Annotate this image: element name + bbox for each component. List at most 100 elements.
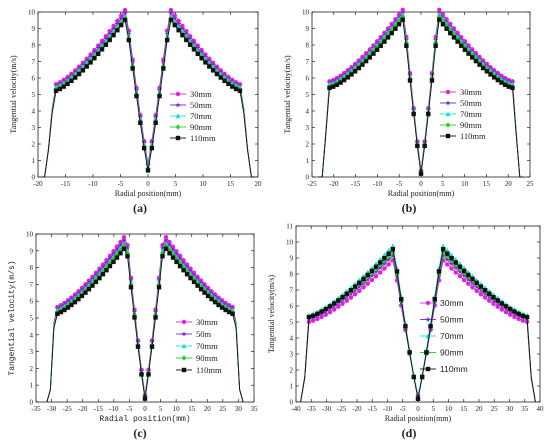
data-point <box>110 251 117 257</box>
data-point <box>390 243 396 249</box>
x-tick-label: 15 <box>483 180 491 188</box>
legend-entry: 70mm <box>420 331 464 341</box>
data-point <box>122 7 128 13</box>
x-tick-label: -30 <box>322 405 332 413</box>
x-tick-label: 35 <box>251 405 259 413</box>
data-point <box>357 288 362 294</box>
data-point <box>344 291 349 296</box>
data-point <box>134 93 139 99</box>
data-point <box>188 275 193 281</box>
legend-entry: 110mm <box>176 365 222 375</box>
x-tick-label: 5 <box>174 180 178 188</box>
y-tick-label: 1 <box>30 382 34 390</box>
data-point <box>429 78 435 83</box>
data-point <box>400 7 405 13</box>
y-tick-label: 6 <box>30 298 34 306</box>
legend-entry: 50mm <box>420 315 464 325</box>
data-point <box>352 292 358 297</box>
data-point <box>122 10 128 16</box>
series-line <box>40 18 256 178</box>
data-point <box>237 88 243 93</box>
data-point <box>96 51 101 57</box>
data-point <box>491 294 496 300</box>
data-point <box>499 307 505 312</box>
data-point <box>361 276 366 282</box>
data-point <box>319 314 324 320</box>
data-point <box>172 22 178 28</box>
data-point <box>484 69 490 74</box>
x-tick-label: -25 <box>337 405 347 413</box>
series-110mm <box>300 247 536 403</box>
data-point <box>142 396 148 401</box>
data-point <box>104 267 109 273</box>
data-point <box>470 285 475 290</box>
data-point <box>65 305 71 310</box>
data-point <box>202 290 207 295</box>
y-tick-label: 8 <box>32 42 36 50</box>
x-tick-label: 30 <box>506 405 514 413</box>
data-point <box>180 260 187 266</box>
x-tick-label: -20 <box>78 405 88 413</box>
data-point <box>424 350 429 355</box>
data-point <box>230 311 235 317</box>
data-point <box>184 272 190 277</box>
y-tick-label: 5 <box>290 319 294 327</box>
x-tick-label: -10 <box>88 180 98 188</box>
data-point <box>338 80 343 85</box>
series-line <box>318 8 524 178</box>
y-tick-label: 3 <box>32 124 36 132</box>
data-point <box>117 242 124 248</box>
y-tick-label: 0 <box>32 174 36 182</box>
x-tick-label: 0 <box>146 180 150 188</box>
data-point <box>76 296 81 302</box>
legend-marker <box>175 135 181 141</box>
legend-marker <box>425 366 431 372</box>
data-point <box>487 291 492 296</box>
data-point <box>72 299 78 305</box>
data-point <box>396 22 402 27</box>
data-point <box>118 22 124 28</box>
data-point <box>369 277 375 283</box>
y-tick-label: 5 <box>306 91 310 99</box>
data-point <box>310 313 316 318</box>
data-point <box>99 47 105 52</box>
data-point <box>168 17 174 23</box>
data-point <box>352 284 358 289</box>
series-line <box>318 18 524 178</box>
y-tick-label: 8 <box>30 264 34 272</box>
legend-entry: 30mm <box>420 298 464 308</box>
data-point <box>445 251 450 256</box>
data-point <box>356 65 361 71</box>
legend-entry: 50mm <box>170 100 212 110</box>
data-point <box>187 268 194 274</box>
data-point <box>506 84 512 89</box>
x-tick-label: -5 <box>400 405 406 413</box>
y-tick-label: 10 <box>286 239 294 247</box>
x-tick-label: -15 <box>94 405 104 413</box>
y-tick-label: 9 <box>30 247 34 255</box>
y-tick-label: 11 <box>286 223 293 231</box>
x-axis-label: Radial position(mm) <box>99 415 190 424</box>
data-point <box>415 143 420 149</box>
x-tick-label: -25 <box>307 180 317 188</box>
data-point <box>512 309 517 314</box>
data-point <box>153 315 158 320</box>
data-point <box>369 268 375 274</box>
data-point <box>132 315 137 320</box>
legend-label: 30mm <box>190 89 212 99</box>
data-point <box>341 77 347 83</box>
data-point <box>130 66 135 71</box>
data-point <box>160 254 165 259</box>
data-point <box>65 81 70 87</box>
data-point <box>57 86 63 92</box>
data-point <box>400 17 405 22</box>
y-tick-label: 9 <box>290 255 294 263</box>
data-point <box>495 298 500 303</box>
data-point <box>55 311 60 317</box>
data-point <box>499 80 504 85</box>
legend-label: 70mm <box>190 111 212 121</box>
data-point <box>365 272 370 278</box>
y-tick-label: 2 <box>30 365 34 373</box>
legend-label: 70mm <box>460 109 482 119</box>
data-point <box>84 64 89 69</box>
